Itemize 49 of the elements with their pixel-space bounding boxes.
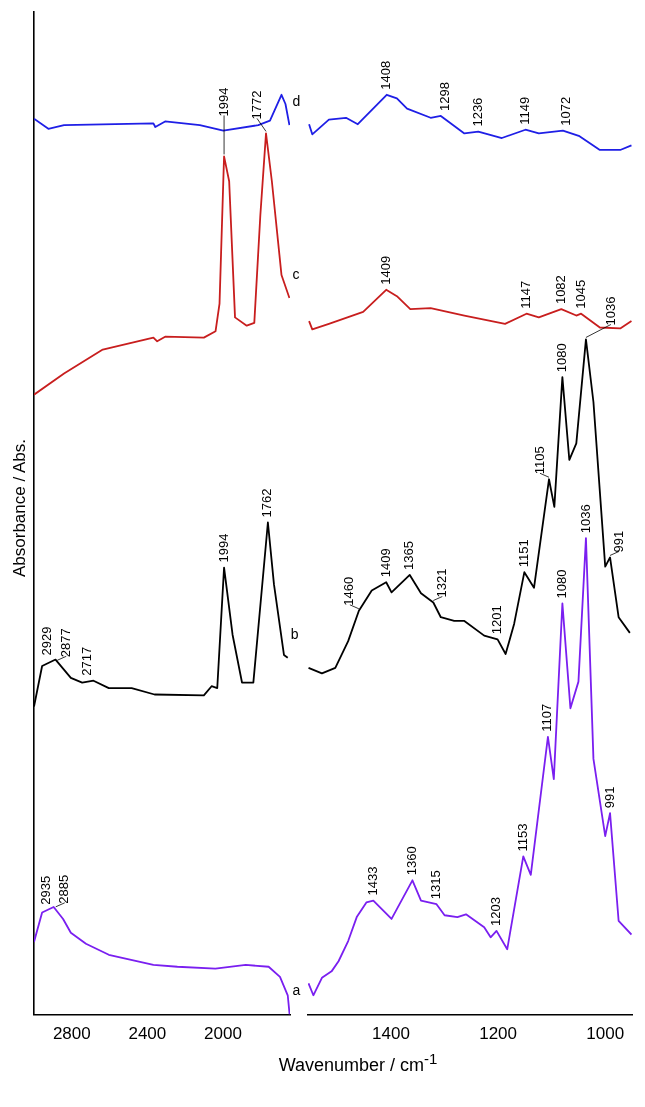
annotation: 1080	[553, 343, 569, 373]
annotation: 1433	[364, 866, 380, 896]
annotation: 1298	[437, 82, 453, 111]
annotation: 1365	[401, 541, 417, 570]
annotation: 1408	[378, 60, 394, 90]
annotation: 1151	[515, 539, 531, 568]
annotation: 991	[601, 786, 617, 809]
annotation: 1994	[215, 533, 231, 563]
annotation: 2929	[38, 626, 54, 656]
annotation: 1460	[341, 576, 357, 606]
x-tick-label: 1200	[479, 1024, 518, 1044]
series-label: d	[292, 93, 301, 109]
x-axis-title: Wavenumber / cm$^{-1}$	[277, 1050, 439, 1076]
annotation: 1772	[248, 90, 264, 120]
annotation: 1762	[259, 488, 275, 518]
annotation: 1321	[433, 568, 449, 598]
annotation: 1409	[377, 255, 393, 285]
annotation: 1360	[404, 846, 420, 876]
annotation: 2717	[79, 646, 95, 676]
annotation: 2877	[57, 628, 73, 658]
x-tick-label: 1400	[372, 1024, 410, 1044]
annotation: 1080	[553, 569, 569, 599]
annotation: 1409	[377, 548, 393, 578]
annotation: 1149	[517, 96, 533, 125]
annotation: 1072	[558, 96, 574, 126]
annotation: 1036	[577, 504, 593, 534]
annotation: 991	[610, 530, 626, 553]
annotation: 1082	[552, 275, 568, 305]
y-axis-title: Absorbance / Abs.	[10, 439, 30, 577]
x-tick-label: 1000	[586, 1024, 625, 1044]
annotation: 2885	[56, 874, 72, 904]
x-tick-label: 2000	[204, 1024, 242, 1044]
annotation: 1994	[215, 87, 231, 117]
annotation: 1105	[531, 446, 547, 475]
series-label: a	[292, 982, 301, 999]
annotation: 1045	[572, 279, 588, 309]
series-label: b	[290, 625, 299, 642]
annotation: 1107	[539, 703, 555, 732]
annotation: 1315	[428, 870, 444, 900]
x-tick-label: 2800	[52, 1024, 91, 1044]
annotation: 1236	[470, 97, 486, 127]
annotation: 1036	[602, 296, 618, 326]
annotation: 2935	[37, 875, 53, 905]
annotation: 1147	[518, 280, 534, 309]
x-tick-label: 2400	[128, 1024, 167, 1044]
annotation: 1153	[514, 823, 530, 852]
annotation: 1203	[488, 896, 504, 926]
series-label: c	[292, 265, 300, 282]
annotation: 1201	[489, 605, 505, 635]
